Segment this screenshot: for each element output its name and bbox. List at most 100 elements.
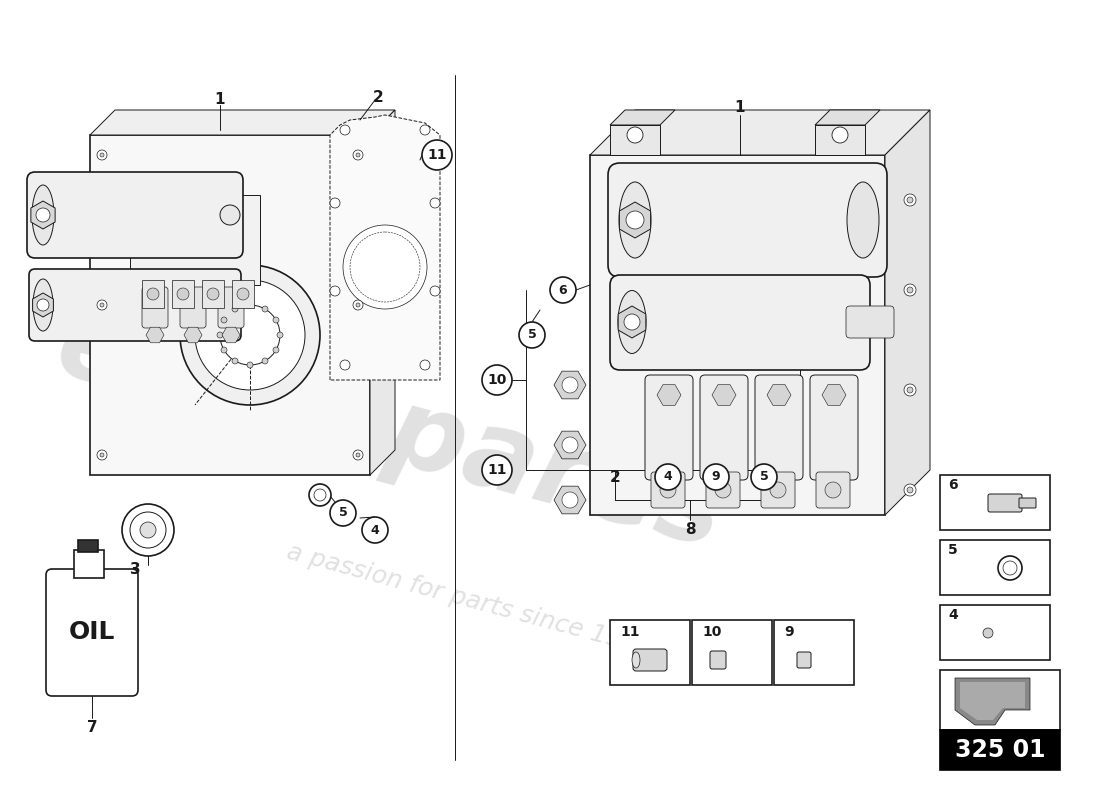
FancyBboxPatch shape — [172, 280, 194, 308]
FancyBboxPatch shape — [940, 475, 1050, 530]
Circle shape — [519, 322, 544, 348]
Text: 4: 4 — [663, 470, 672, 483]
Polygon shape — [184, 327, 202, 342]
FancyBboxPatch shape — [180, 287, 206, 328]
FancyBboxPatch shape — [988, 494, 1022, 512]
Circle shape — [482, 365, 512, 395]
Circle shape — [97, 150, 107, 160]
Polygon shape — [960, 682, 1025, 720]
FancyBboxPatch shape — [46, 569, 138, 696]
Text: 5: 5 — [339, 506, 348, 519]
Text: 1: 1 — [735, 101, 746, 115]
Polygon shape — [554, 371, 586, 399]
Polygon shape — [822, 385, 846, 406]
FancyBboxPatch shape — [798, 652, 811, 668]
Circle shape — [36, 208, 50, 222]
Polygon shape — [610, 125, 660, 155]
FancyBboxPatch shape — [940, 540, 1050, 595]
Ellipse shape — [33, 279, 53, 331]
Text: 11: 11 — [427, 148, 447, 162]
Circle shape — [353, 450, 363, 460]
Circle shape — [207, 288, 219, 300]
Circle shape — [130, 512, 166, 548]
Text: 2: 2 — [373, 90, 384, 105]
Circle shape — [627, 127, 644, 143]
Polygon shape — [619, 202, 650, 238]
Text: 9: 9 — [784, 625, 793, 639]
Polygon shape — [767, 385, 791, 406]
Circle shape — [340, 125, 350, 135]
Polygon shape — [370, 110, 395, 475]
FancyBboxPatch shape — [816, 472, 850, 508]
Circle shape — [983, 628, 993, 638]
Text: 11: 11 — [620, 625, 639, 639]
Circle shape — [232, 358, 238, 364]
Circle shape — [562, 437, 578, 453]
FancyBboxPatch shape — [142, 287, 168, 328]
FancyBboxPatch shape — [232, 280, 254, 308]
FancyBboxPatch shape — [610, 275, 870, 370]
FancyBboxPatch shape — [218, 287, 244, 328]
Circle shape — [832, 127, 848, 143]
Circle shape — [908, 487, 913, 493]
Circle shape — [356, 153, 360, 157]
Polygon shape — [815, 110, 880, 125]
Circle shape — [248, 302, 253, 308]
Polygon shape — [554, 431, 586, 459]
Ellipse shape — [619, 182, 651, 258]
Circle shape — [356, 303, 360, 307]
Circle shape — [262, 358, 268, 364]
Circle shape — [220, 305, 280, 365]
Circle shape — [180, 265, 320, 405]
FancyBboxPatch shape — [692, 620, 772, 685]
FancyBboxPatch shape — [608, 163, 887, 277]
FancyBboxPatch shape — [651, 472, 685, 508]
Circle shape — [562, 377, 578, 393]
Circle shape — [314, 489, 326, 501]
Circle shape — [220, 205, 240, 225]
FancyBboxPatch shape — [706, 472, 740, 508]
Ellipse shape — [847, 182, 879, 258]
Circle shape — [904, 194, 916, 206]
Polygon shape — [955, 678, 1030, 725]
Text: eurospares: eurospares — [45, 290, 735, 570]
Circle shape — [703, 464, 729, 490]
Text: 6: 6 — [948, 478, 958, 492]
Circle shape — [262, 306, 268, 312]
Text: 4: 4 — [371, 523, 380, 537]
Text: OIL: OIL — [69, 620, 116, 644]
Polygon shape — [330, 115, 440, 380]
Circle shape — [248, 362, 253, 368]
FancyBboxPatch shape — [755, 375, 803, 480]
Circle shape — [715, 482, 732, 498]
Circle shape — [350, 232, 420, 302]
Text: 6: 6 — [559, 283, 568, 297]
Circle shape — [273, 317, 279, 323]
Polygon shape — [146, 327, 164, 342]
Circle shape — [277, 332, 283, 338]
Polygon shape — [815, 125, 865, 155]
Circle shape — [221, 317, 227, 323]
Circle shape — [100, 153, 104, 157]
Polygon shape — [590, 110, 930, 155]
Circle shape — [770, 482, 786, 498]
Polygon shape — [610, 110, 675, 125]
FancyBboxPatch shape — [645, 375, 693, 480]
Circle shape — [904, 484, 916, 496]
Circle shape — [904, 284, 916, 296]
Circle shape — [751, 464, 777, 490]
Circle shape — [660, 482, 676, 498]
Circle shape — [232, 306, 238, 312]
FancyBboxPatch shape — [774, 620, 854, 685]
Polygon shape — [712, 385, 736, 406]
Circle shape — [825, 482, 842, 498]
FancyBboxPatch shape — [610, 620, 690, 685]
FancyBboxPatch shape — [810, 375, 858, 480]
Polygon shape — [554, 486, 586, 514]
Circle shape — [309, 484, 331, 506]
Polygon shape — [657, 385, 681, 406]
Circle shape — [100, 453, 104, 457]
Circle shape — [1003, 561, 1018, 575]
Circle shape — [562, 492, 578, 508]
FancyBboxPatch shape — [90, 135, 370, 475]
